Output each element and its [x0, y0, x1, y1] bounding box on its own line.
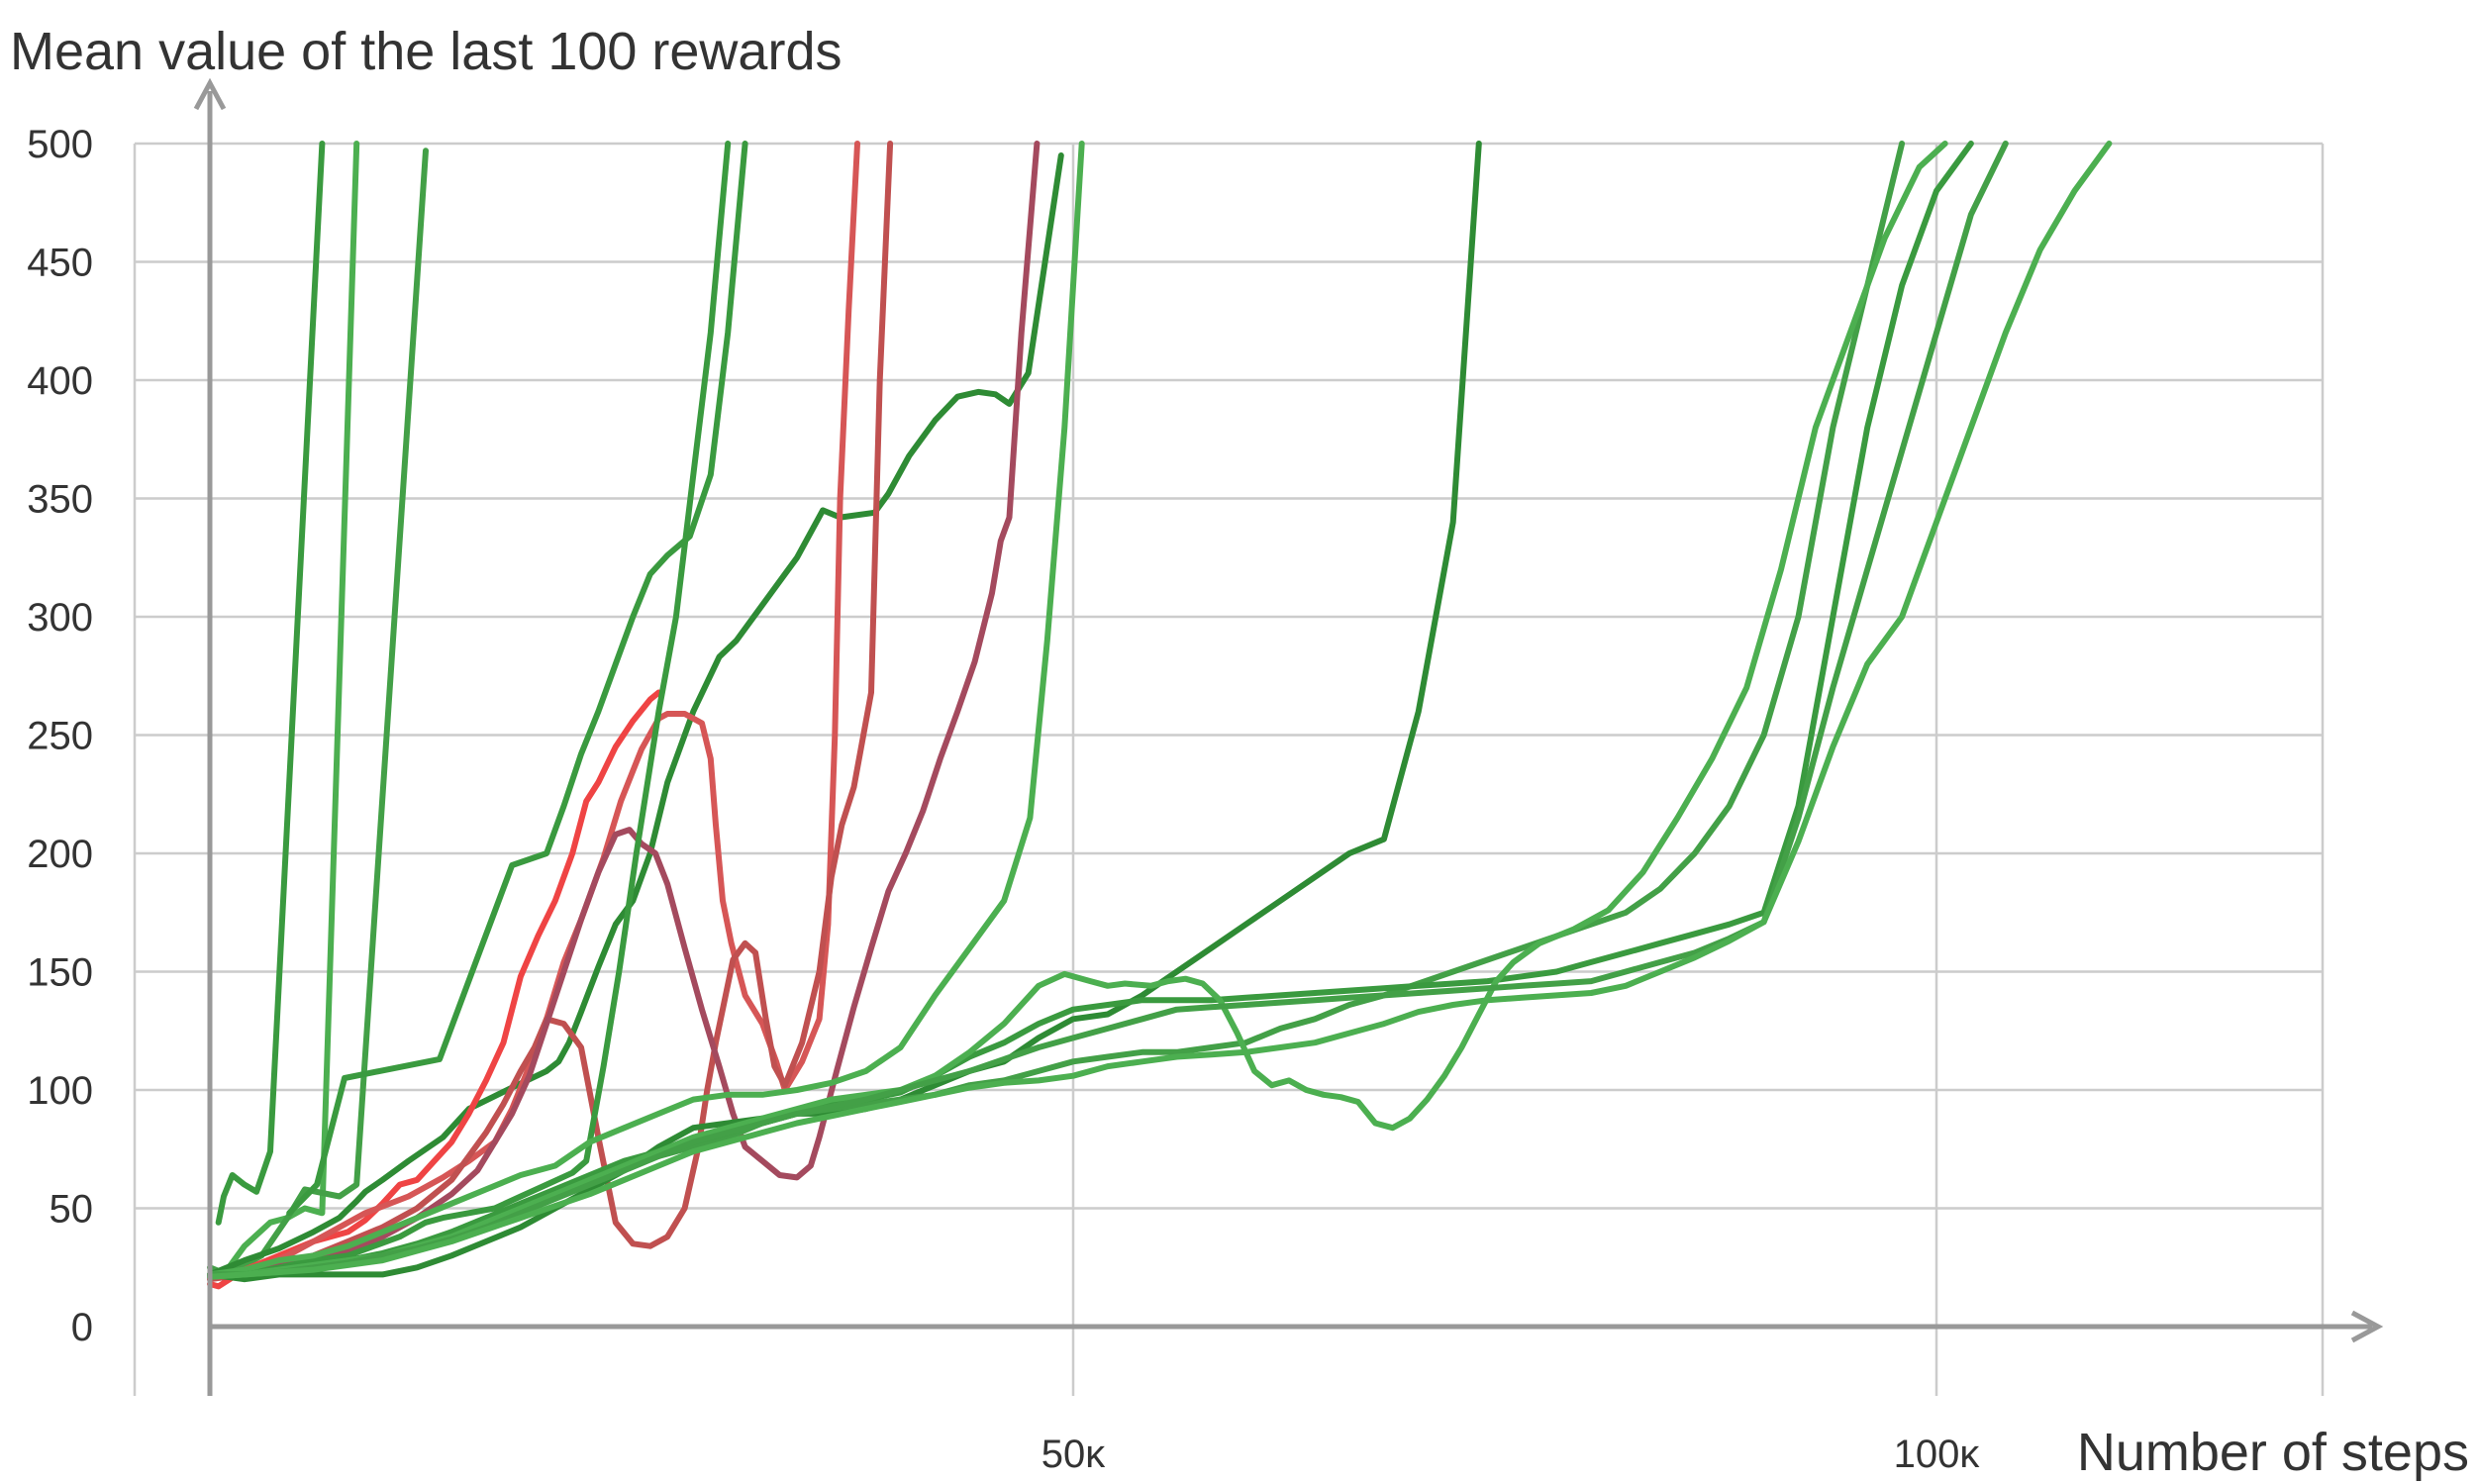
y-tick-label: 250	[27, 715, 93, 758]
y-axis-title: Mean value of the last 100 rewards	[10, 22, 842, 81]
series-line-3	[207, 148, 429, 1278]
series-line-8	[207, 141, 1041, 1278]
series-line-1	[215, 141, 326, 1226]
series-line-9	[207, 141, 732, 1280]
grid	[133, 142, 2325, 1396]
x-tick-label: 50κ	[1041, 1433, 1106, 1476]
y-tick-label: 350	[27, 478, 93, 522]
y-axis-arrow	[193, 77, 227, 111]
series-line-6	[207, 141, 860, 1283]
series-line-10	[207, 141, 1085, 1278]
series-line-16	[207, 141, 2009, 1278]
y-tick-label: 500	[27, 123, 93, 166]
series-line-11	[286, 141, 748, 1217]
y-tick-label: 50	[50, 1188, 94, 1232]
y-tick-label: 450	[27, 242, 93, 285]
tick-labels: 0 50 100 150 200 250 300 350 400 450 500 50κ 100κ	[27, 123, 1980, 1476]
y-tick-label: 200	[27, 833, 93, 876]
series-line-7	[207, 141, 894, 1283]
y-tick-label: 300	[27, 596, 93, 640]
series-line-15	[207, 141, 1948, 1280]
x-axis-arrow	[2350, 1310, 2384, 1343]
y-tick-label: 100	[27, 1069, 93, 1113]
y-tick-label: 150	[27, 951, 93, 995]
axes	[193, 77, 2384, 1396]
y-tick-label: 400	[27, 359, 93, 403]
y-tick-label: 0	[71, 1306, 93, 1349]
series-group	[207, 141, 2113, 1290]
series-line-13	[207, 141, 1906, 1278]
series-line-17	[207, 141, 2113, 1280]
x-tick-label: 100κ	[1894, 1433, 1981, 1476]
x-axis-title: Number of steps	[2077, 1423, 2469, 1482]
series-line-14	[207, 141, 1974, 1278]
series-line-4	[207, 152, 1064, 1278]
